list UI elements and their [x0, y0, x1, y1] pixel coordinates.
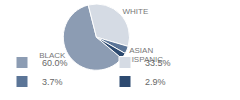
svg-text:33.5%: 33.5% [145, 58, 171, 68]
svg-text:60.0%: 60.0% [42, 58, 68, 68]
svg-text:3.7%: 3.7% [42, 77, 63, 87]
svg-text:BLACK: BLACK [39, 51, 66, 61]
svg-text:WHITE: WHITE [122, 7, 148, 16]
svg-text:2.9%: 2.9% [145, 77, 166, 87]
svg-text:ASIAN: ASIAN [129, 46, 153, 55]
